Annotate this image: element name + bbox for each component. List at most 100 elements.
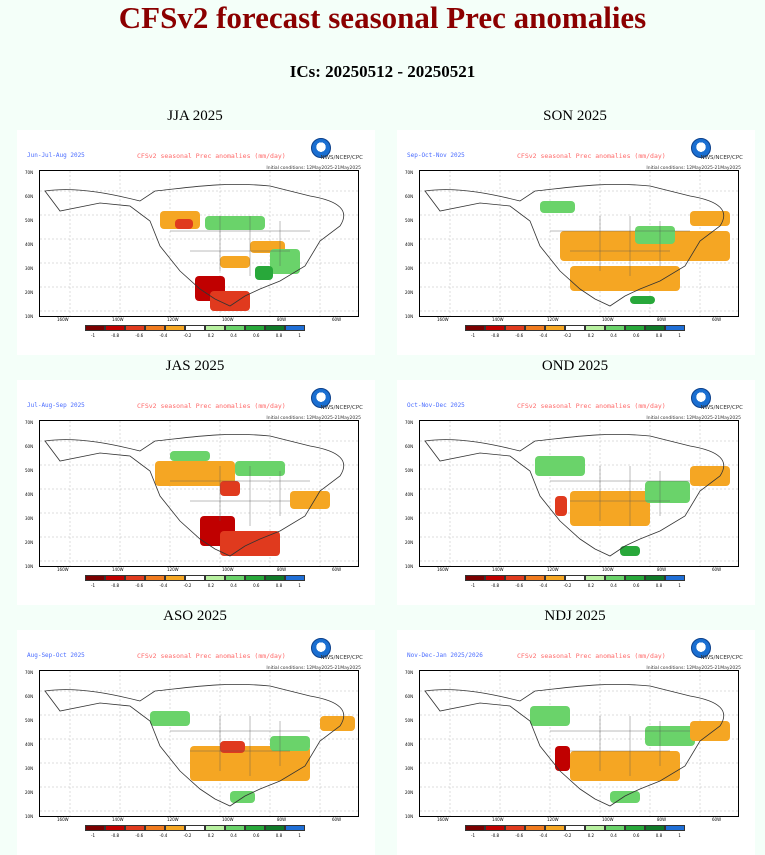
colorbar-swatch bbox=[205, 325, 225, 331]
colorbar-swatch bbox=[565, 575, 585, 581]
anomaly-map bbox=[39, 670, 359, 817]
anomaly-patch bbox=[235, 461, 285, 476]
colorbar-swatch bbox=[265, 575, 285, 581]
agency-label: NWS/NCEP/CPC bbox=[700, 655, 744, 661]
colorbar-tick-label: 0.4 bbox=[230, 333, 237, 338]
colorbar-swatch bbox=[285, 325, 305, 331]
lon-tick-label: 120W bbox=[167, 567, 179, 572]
lon-tick-label: 100W bbox=[222, 817, 234, 822]
forecast-map-panel: Nov-Dec-Jan 2025/2026 CFSv2 seasonal Prec… bbox=[397, 630, 755, 855]
lat-tick-label: 70N bbox=[405, 420, 414, 425]
anomaly-patch bbox=[320, 716, 355, 731]
colorbar-tick-label: 0.4 bbox=[610, 333, 617, 338]
lat-tick-label: 60N bbox=[405, 694, 414, 699]
noaa-logo-icon bbox=[311, 388, 331, 408]
lat-tick-label: 40N bbox=[25, 742, 34, 747]
colorbar-swatch bbox=[245, 325, 265, 331]
lat-tick-label: 10N bbox=[25, 814, 34, 819]
colorbar-tick-label: -1 bbox=[471, 833, 475, 838]
ic-range-label: Initial conditions: 12May2025-21May2025 bbox=[646, 416, 741, 421]
lon-tick-label: 140W bbox=[492, 317, 504, 322]
lat-tick-label: 30N bbox=[405, 516, 414, 521]
forecast-map-panel: Aug-Sep-Oct 2025 CFSv2 seasonal Prec anom… bbox=[17, 630, 375, 855]
colorbar-swatch bbox=[165, 825, 185, 831]
panel-season-label: OND 2025 bbox=[541, 358, 609, 374]
lon-tick-label: 80W bbox=[657, 317, 667, 322]
colorbar-ticks: -1 -0.8 -0.6 -0.4 -0.2 0.2 0.4 0.6 0.8 1 bbox=[471, 833, 681, 839]
lat-tick-label: 30N bbox=[25, 766, 34, 771]
ic-range-label: Initial conditions: 12May2025-21May2025 bbox=[646, 666, 741, 671]
colorbar-tick-label: 0.6 bbox=[253, 333, 260, 338]
lat-tick-label: 20N bbox=[405, 540, 414, 545]
panel-season-label: ASO 2025 bbox=[163, 608, 227, 624]
colorbar-tick-label: -0.8 bbox=[491, 333, 500, 338]
lat-tick-label: 10N bbox=[25, 314, 34, 319]
lon-tick-label: 140W bbox=[112, 317, 124, 322]
anomaly-patch bbox=[220, 481, 240, 496]
colorbar-swatch bbox=[185, 325, 205, 331]
anomaly-patch bbox=[610, 791, 640, 803]
colorbar-tick-label: 0.4 bbox=[230, 583, 237, 588]
colorbar-tick-label: 1 bbox=[298, 333, 301, 338]
noaa-logo-icon bbox=[691, 388, 711, 408]
ic-range-label: Initial conditions: 12May2025-21May2025 bbox=[266, 416, 361, 421]
lat-tick-label: 60N bbox=[405, 444, 414, 449]
ic-range-label: Initial conditions: 12May2025-21May2025 bbox=[266, 666, 361, 671]
lon-tick-label: 80W bbox=[277, 817, 287, 822]
colorbar-tick-label: -0.6 bbox=[515, 583, 524, 588]
lat-tick-label: 30N bbox=[25, 516, 34, 521]
colorbar-tick-label: -0.2 bbox=[563, 333, 572, 338]
map-season-title: Nov-Dec-Jan 2025/2026 bbox=[407, 652, 483, 659]
colorbar-swatch bbox=[245, 575, 265, 581]
anomaly-patch bbox=[690, 211, 730, 226]
anomaly-patch bbox=[555, 496, 567, 516]
colorbar-tick-label: -0.6 bbox=[515, 333, 524, 338]
lat-tick-label: 50N bbox=[405, 718, 414, 723]
colorbar-tick-label: -0.2 bbox=[183, 333, 192, 338]
lat-tick-label: 60N bbox=[25, 194, 34, 199]
colorbar-tick-label: 0.6 bbox=[253, 833, 260, 838]
lat-tick-label: 20N bbox=[25, 790, 34, 795]
colorbar-swatch bbox=[205, 575, 225, 581]
colorbar-swatch bbox=[605, 825, 625, 831]
colorbar-swatch bbox=[85, 825, 105, 831]
colorbar-tick-label: 0.2 bbox=[587, 583, 595, 588]
anomaly-patch bbox=[690, 721, 730, 741]
map-variable-label: CFSv2 seasonal Prec anomalies (mm/day) bbox=[137, 402, 286, 410]
colorbar-tick-label: 1 bbox=[678, 333, 681, 338]
page-title: CFSv2 forecast seasonal Prec anomalies bbox=[118, 0, 647, 35]
lat-tick-label: 50N bbox=[25, 218, 34, 223]
colorbar-tick-label: -0.4 bbox=[159, 333, 168, 338]
colorbar bbox=[85, 325, 305, 331]
lon-tick-label: 60W bbox=[332, 317, 342, 322]
anomaly-patch bbox=[220, 741, 245, 753]
map-season-title: Oct-Nov-Dec 2025 bbox=[407, 402, 465, 409]
colorbar-swatch bbox=[665, 325, 685, 331]
colorbar-swatch bbox=[625, 825, 645, 831]
colorbar-tick-label: 0.8 bbox=[275, 583, 283, 588]
colorbar-tick-label: -1 bbox=[91, 333, 95, 338]
colorbar-swatch bbox=[85, 575, 105, 581]
map-svg bbox=[420, 671, 738, 816]
anomaly-patch bbox=[530, 706, 570, 726]
colorbar-swatch bbox=[465, 825, 485, 831]
lon-tick-label: 100W bbox=[222, 317, 234, 322]
colorbar-tick-label: -0.6 bbox=[135, 833, 144, 838]
lat-tick-label: 70N bbox=[25, 170, 34, 175]
ics-subtitle: ICs: 20250512 - 20250521 bbox=[289, 62, 476, 81]
colorbar-swatch bbox=[645, 825, 665, 831]
anomaly-patch bbox=[540, 201, 575, 213]
colorbar-tick-label: -0.4 bbox=[539, 583, 548, 588]
forecast-map-panel: Jun-Jul-Aug 2025 CFSv2 seasonal Prec anom… bbox=[17, 130, 375, 355]
agency-label: NWS/NCEP/CPC bbox=[700, 405, 744, 411]
colorbar-swatch bbox=[645, 325, 665, 331]
colorbar-swatch bbox=[565, 325, 585, 331]
map-variable-label: CFSv2 seasonal Prec anomalies (mm/day) bbox=[517, 152, 666, 160]
colorbar-tick-label: -0.8 bbox=[111, 333, 120, 338]
colorbar-ticks: -1 -0.8 -0.6 -0.4 -0.2 0.2 0.4 0.6 0.8 1 bbox=[471, 333, 681, 339]
lat-tick-label: 50N bbox=[405, 218, 414, 223]
colorbar-swatch bbox=[185, 825, 205, 831]
anomaly-patch bbox=[620, 546, 640, 556]
anomaly-patch bbox=[155, 461, 235, 486]
lon-tick-label: 160W bbox=[437, 567, 449, 572]
